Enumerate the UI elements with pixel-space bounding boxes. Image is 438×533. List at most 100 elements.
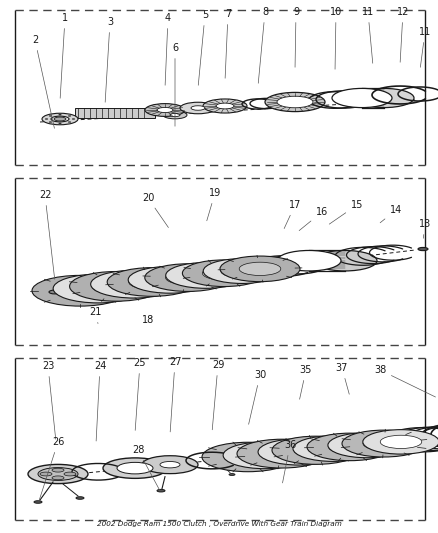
Text: 17: 17 bbox=[284, 200, 301, 229]
Ellipse shape bbox=[418, 247, 428, 251]
Text: 18: 18 bbox=[142, 315, 154, 325]
Text: 2002 Dodge Ram 1500 Clutch , Overdrive With Gear Train Diagram: 2002 Dodge Ram 1500 Clutch , Overdrive W… bbox=[96, 521, 342, 527]
Ellipse shape bbox=[145, 103, 185, 116]
Ellipse shape bbox=[184, 268, 228, 282]
Ellipse shape bbox=[237, 439, 327, 468]
Ellipse shape bbox=[259, 447, 304, 461]
Text: 14: 14 bbox=[380, 205, 402, 223]
Ellipse shape bbox=[277, 445, 321, 459]
Ellipse shape bbox=[166, 263, 246, 288]
Text: 20: 20 bbox=[142, 193, 169, 228]
Ellipse shape bbox=[216, 103, 234, 109]
Ellipse shape bbox=[225, 450, 271, 464]
Ellipse shape bbox=[32, 276, 128, 306]
Ellipse shape bbox=[117, 462, 153, 474]
Ellipse shape bbox=[53, 274, 143, 303]
Ellipse shape bbox=[346, 439, 388, 452]
Text: 21: 21 bbox=[89, 307, 101, 324]
Ellipse shape bbox=[40, 472, 52, 476]
Ellipse shape bbox=[203, 259, 281, 284]
Ellipse shape bbox=[129, 274, 175, 289]
Ellipse shape bbox=[242, 448, 288, 463]
Ellipse shape bbox=[332, 88, 392, 108]
Ellipse shape bbox=[294, 443, 338, 457]
Text: 26: 26 bbox=[39, 437, 64, 502]
Text: 30: 30 bbox=[249, 370, 266, 424]
Text: 12: 12 bbox=[397, 7, 409, 62]
Ellipse shape bbox=[202, 442, 294, 472]
Ellipse shape bbox=[354, 88, 414, 108]
Text: 15: 15 bbox=[329, 200, 363, 224]
Text: 38: 38 bbox=[374, 365, 435, 397]
Ellipse shape bbox=[28, 464, 88, 483]
Ellipse shape bbox=[229, 473, 235, 475]
Text: 39: 39 bbox=[0, 532, 1, 533]
Ellipse shape bbox=[313, 251, 377, 271]
Ellipse shape bbox=[342, 430, 426, 457]
Ellipse shape bbox=[191, 106, 205, 110]
Ellipse shape bbox=[74, 281, 123, 296]
Ellipse shape bbox=[163, 111, 187, 119]
Ellipse shape bbox=[157, 489, 165, 492]
Text: 34: 34 bbox=[0, 532, 1, 533]
Ellipse shape bbox=[145, 264, 231, 292]
Ellipse shape bbox=[52, 468, 64, 472]
Ellipse shape bbox=[59, 123, 61, 124]
Ellipse shape bbox=[49, 290, 61, 294]
Ellipse shape bbox=[221, 264, 263, 278]
Ellipse shape bbox=[160, 462, 180, 468]
Ellipse shape bbox=[34, 500, 42, 503]
Text: 36: 36 bbox=[283, 440, 296, 483]
Ellipse shape bbox=[203, 99, 247, 113]
Ellipse shape bbox=[142, 456, 198, 474]
Ellipse shape bbox=[49, 122, 52, 123]
Ellipse shape bbox=[64, 472, 76, 476]
Text: 2: 2 bbox=[32, 35, 54, 128]
Text: 1: 1 bbox=[60, 13, 68, 98]
Text: 5: 5 bbox=[198, 10, 208, 85]
Text: 4: 4 bbox=[165, 13, 171, 85]
Ellipse shape bbox=[307, 433, 393, 461]
Ellipse shape bbox=[220, 256, 300, 281]
Ellipse shape bbox=[380, 435, 422, 448]
Text: 24: 24 bbox=[94, 361, 106, 441]
Ellipse shape bbox=[55, 282, 105, 298]
Ellipse shape bbox=[52, 476, 64, 480]
Text: 13: 13 bbox=[419, 219, 431, 238]
Ellipse shape bbox=[328, 440, 371, 454]
Ellipse shape bbox=[328, 433, 406, 458]
Text: 27: 27 bbox=[169, 357, 181, 432]
Ellipse shape bbox=[54, 117, 66, 121]
Text: 16: 16 bbox=[299, 207, 328, 231]
Ellipse shape bbox=[59, 114, 61, 115]
Ellipse shape bbox=[293, 436, 373, 462]
Ellipse shape bbox=[265, 92, 325, 111]
Ellipse shape bbox=[51, 116, 69, 122]
Ellipse shape bbox=[223, 442, 307, 469]
Ellipse shape bbox=[272, 436, 360, 464]
Ellipse shape bbox=[363, 430, 438, 454]
Text: 35: 35 bbox=[300, 365, 312, 399]
Text: 28: 28 bbox=[132, 445, 160, 490]
Text: 6: 6 bbox=[172, 43, 178, 126]
Ellipse shape bbox=[258, 439, 340, 465]
Ellipse shape bbox=[157, 108, 173, 112]
Text: 3: 3 bbox=[105, 17, 113, 102]
Ellipse shape bbox=[110, 277, 158, 292]
Ellipse shape bbox=[277, 251, 341, 271]
Ellipse shape bbox=[92, 279, 140, 294]
Ellipse shape bbox=[70, 271, 162, 301]
Ellipse shape bbox=[42, 113, 78, 125]
Ellipse shape bbox=[182, 260, 265, 287]
Ellipse shape bbox=[147, 272, 193, 287]
Ellipse shape bbox=[76, 497, 84, 499]
Text: 29: 29 bbox=[212, 360, 224, 430]
Text: 8: 8 bbox=[258, 7, 268, 83]
Text: 22: 22 bbox=[39, 190, 55, 279]
Text: 25: 25 bbox=[134, 358, 146, 430]
Bar bbox=[75, 108, 155, 118]
Ellipse shape bbox=[103, 458, 167, 479]
Text: 7: 7 bbox=[225, 9, 231, 78]
Ellipse shape bbox=[363, 437, 405, 450]
Ellipse shape bbox=[239, 262, 281, 276]
